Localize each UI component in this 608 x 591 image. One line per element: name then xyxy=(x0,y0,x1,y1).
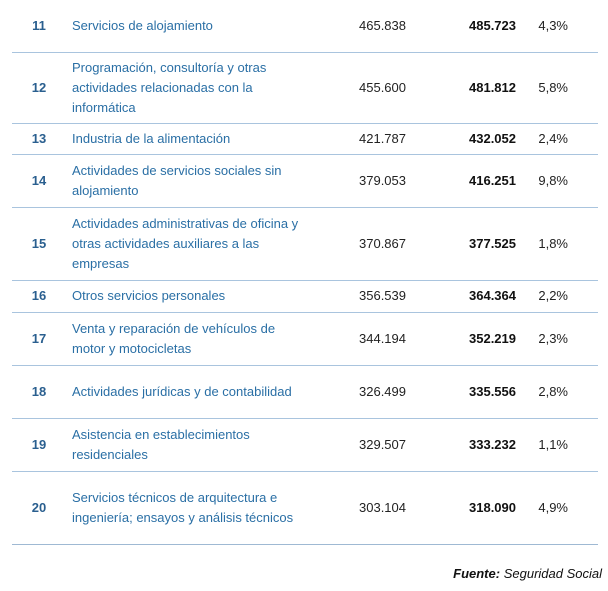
table-row: 12 Programación, consultoría y otras act… xyxy=(12,52,598,124)
activity-cell: Actividades jurídicas y de contabilidad xyxy=(62,365,306,419)
rank-cell: 19 xyxy=(12,418,62,472)
variation-cell: 4,3% xyxy=(516,0,598,53)
variation-cell: 1,1% xyxy=(516,418,598,472)
activity-cell: Servicios de alojamiento xyxy=(62,0,306,53)
rank-cell: 17 xyxy=(12,312,62,366)
variation-cell: 9,8% xyxy=(516,154,598,208)
variation-cell: 1,8% xyxy=(516,207,598,281)
value-2018-cell: 303.104 xyxy=(306,471,406,545)
variation-cell: 5,8% xyxy=(516,52,598,124)
rank-cell: 16 xyxy=(12,280,62,313)
table-row: 11 Servicios de alojamiento 465.838 485.… xyxy=(12,0,598,53)
rank-cell: 15 xyxy=(12,207,62,281)
variation-cell: 4,9% xyxy=(516,471,598,545)
rank-cell: 13 xyxy=(12,123,62,155)
value-2019-cell: 432.052 xyxy=(406,123,516,155)
value-2019-cell: 318.090 xyxy=(406,471,516,545)
activity-cell: Actividades administrativas de oficina y… xyxy=(62,207,306,281)
variation-cell: 2,4% xyxy=(516,123,598,155)
value-2019-cell: 481.812 xyxy=(406,52,516,124)
value-2018-cell: 465.838 xyxy=(306,0,406,53)
value-2018-cell: 356.539 xyxy=(306,280,406,313)
activity-cell: Otros servicios personales xyxy=(62,280,306,313)
rank-cell: 18 xyxy=(12,365,62,419)
table-row: 16 Otros servicios personales 356.539 36… xyxy=(12,280,598,313)
table-row: 14 Actividades de servicios sociales sin… xyxy=(12,154,598,208)
rank-cell: 11 xyxy=(12,0,62,53)
value-2019-cell: 485.723 xyxy=(406,0,516,53)
value-2019-cell: 333.232 xyxy=(406,418,516,472)
variation-cell: 2,3% xyxy=(516,312,598,366)
rank-cell: 12 xyxy=(12,52,62,124)
value-2019-cell: 416.251 xyxy=(406,154,516,208)
value-2018-cell: 326.499 xyxy=(306,365,406,419)
table-row: 19 Asistencia en establecimientos reside… xyxy=(12,418,598,472)
rank-cell: 20 xyxy=(12,471,62,545)
value-2019-cell: 364.364 xyxy=(406,280,516,313)
table-row: 15 Actividades administrativas de oficin… xyxy=(12,207,598,281)
activity-cell: Programación, consultoría y otras activi… xyxy=(62,52,306,124)
value-2019-cell: 352.219 xyxy=(406,312,516,366)
table-row: 13 Industria de la alimentación 421.787 … xyxy=(12,123,598,155)
value-2018-cell: 344.194 xyxy=(306,312,406,366)
value-2018-cell: 370.867 xyxy=(306,207,406,281)
value-2018-cell: 455.600 xyxy=(306,52,406,124)
rank-cell: 14 xyxy=(12,154,62,208)
source-text: Seguridad Social xyxy=(503,566,602,581)
variation-cell: 2,2% xyxy=(516,280,598,313)
value-2019-cell: 335.556 xyxy=(406,365,516,419)
value-2018-cell: 379.053 xyxy=(306,154,406,208)
variation-cell: 2,8% xyxy=(516,365,598,419)
activity-cell: Actividades de servicios sociales sin al… xyxy=(62,154,306,208)
activity-cell: Venta y reparación de vehículos de motor… xyxy=(62,312,306,366)
ranking-table-body: 11 Servicios de alojamiento 465.838 485.… xyxy=(12,0,598,545)
table-row: 18 Actividades jurídicas y de contabilid… xyxy=(12,365,598,419)
activity-cell: Asistencia en establecimientos residenci… xyxy=(62,418,306,472)
source-label: Fuente: xyxy=(453,566,501,581)
activity-cell: Industria de la alimentación xyxy=(62,123,306,155)
ranking-table-container: 11 Servicios de alojamiento 465.838 485.… xyxy=(12,0,598,545)
value-2018-cell: 329.507 xyxy=(306,418,406,472)
value-2019-cell: 377.525 xyxy=(406,207,516,281)
activity-cell: Servicios técnicos de arquitectura e ing… xyxy=(62,471,306,545)
table-row: 17 Venta y reparación de vehículos de mo… xyxy=(12,312,598,366)
source-note: Fuente: Seguridad Social xyxy=(453,566,602,581)
table-row: 20 Servicios técnicos de arquitectura e … xyxy=(12,471,598,545)
value-2018-cell: 421.787 xyxy=(306,123,406,155)
ranking-table: 11 Servicios de alojamiento 465.838 485.… xyxy=(12,0,598,545)
